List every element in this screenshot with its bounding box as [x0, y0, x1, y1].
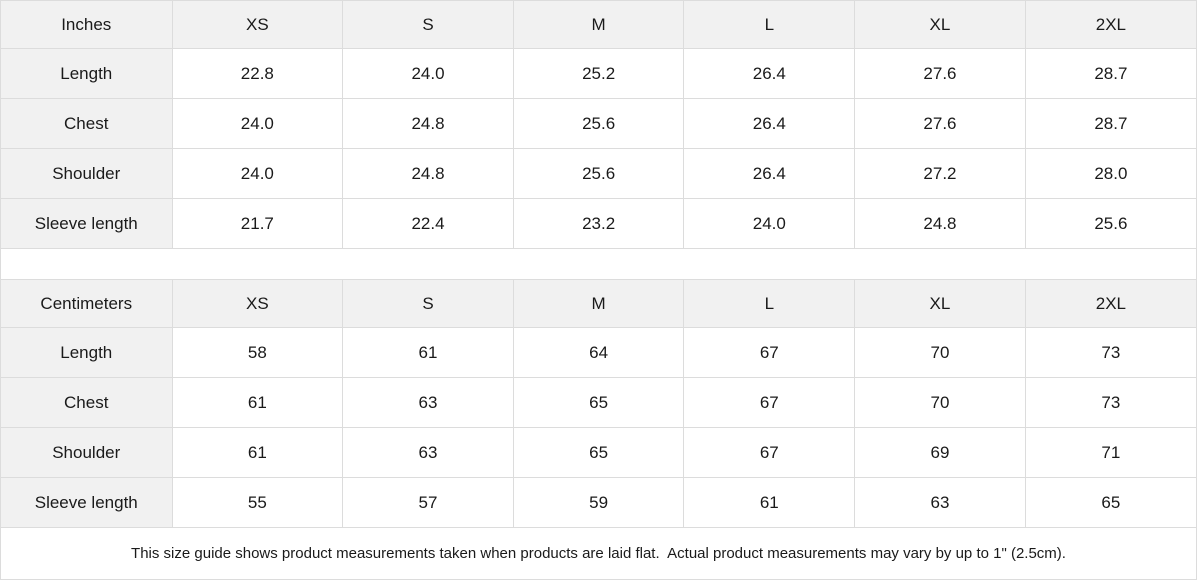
- measurement-value: 24.8: [342, 148, 514, 199]
- table-row-chest: Chest 24.0 24.8 25.6 26.4 27.6 28.7: [1, 98, 1196, 149]
- size-col-header-l: L: [683, 279, 856, 328]
- measurement-value: 61: [171, 377, 344, 428]
- measurement-value: 69: [854, 427, 1026, 478]
- measurement-value: 55: [171, 477, 344, 528]
- size-col-header-2xl: 2XL: [1024, 1, 1196, 49]
- measurement-value: 28.0: [1024, 148, 1196, 199]
- table-row-shoulder: Shoulder 61 63 65 67 69 71: [1, 427, 1196, 478]
- measurement-value: 24.8: [342, 98, 514, 149]
- unit-header-cell: Inches: [1, 1, 173, 49]
- size-col-header-xs: XS: [171, 279, 344, 328]
- measurement-value: 21.7: [171, 198, 344, 249]
- measurement-value: 67: [683, 427, 856, 478]
- measurement-value: 65: [1024, 477, 1196, 528]
- measurement-value: 27.6: [854, 98, 1026, 149]
- size-col-header-2xl: 2XL: [1024, 279, 1196, 328]
- measure-row-label: Sleeve length: [1, 198, 173, 249]
- size-col-header-m: M: [512, 1, 685, 49]
- size-col-header-xs: XS: [171, 1, 344, 49]
- measurement-value: 26.4: [683, 148, 856, 199]
- unit-header-cell: Centimeters: [1, 279, 173, 328]
- size-col-header-xl: XL: [854, 1, 1026, 49]
- measurement-value: 63: [854, 477, 1026, 528]
- table-row-chest: Chest 61 63 65 67 70 73: [1, 377, 1196, 428]
- measurement-value: 24.0: [342, 48, 514, 99]
- measurement-value: 73: [1024, 327, 1196, 378]
- size-col-header-l: L: [683, 1, 856, 49]
- measurement-value: 22.4: [342, 198, 514, 249]
- measurement-value: 28.7: [1024, 48, 1196, 99]
- measure-row-label: Length: [1, 327, 173, 378]
- measurement-value: 67: [683, 377, 856, 428]
- measurement-value: 24.8: [854, 198, 1026, 249]
- measure-row-label: Shoulder: [1, 148, 173, 199]
- size-table-inches: Inches XS S M L XL 2XL Length 22.8 24.0 …: [1, 1, 1196, 249]
- table-row-sleeve-length: Sleeve length 21.7 22.4 23.2 24.0 24.8 2…: [1, 198, 1196, 249]
- measurement-value: 71: [1024, 427, 1196, 478]
- measurement-value: 24.0: [171, 148, 344, 199]
- measurement-value: 65: [512, 427, 685, 478]
- measurement-value: 63: [342, 427, 514, 478]
- size-col-header-s: S: [342, 279, 514, 328]
- measurement-value: 65: [512, 377, 685, 428]
- measurement-value: 61: [171, 427, 344, 478]
- measurement-value: 23.2: [512, 198, 685, 249]
- measurement-value: 22.8: [171, 48, 344, 99]
- measurement-value: 24.0: [683, 198, 856, 249]
- size-guide-disclaimer: This size guide shows product measuremen…: [1, 528, 1196, 579]
- table-row-sleeve-length: Sleeve length 55 57 59 61 63 65: [1, 477, 1196, 528]
- size-table-centimeters: Centimeters XS S M L XL 2XL Length 58 61…: [1, 279, 1196, 528]
- table-row-shoulder: Shoulder 24.0 24.8 25.6 26.4 27.2 28.0: [1, 148, 1196, 199]
- measure-row-label: Shoulder: [1, 427, 173, 478]
- measure-row-label: Length: [1, 48, 173, 99]
- size-col-header-xl: XL: [854, 279, 1026, 328]
- measure-row-label: Sleeve length: [1, 477, 173, 528]
- measurement-value: 73: [1024, 377, 1196, 428]
- table-section-gap: [1, 249, 1196, 279]
- measure-row-label: Chest: [1, 98, 173, 149]
- measurement-value: 59: [512, 477, 685, 528]
- measurement-value: 27.2: [854, 148, 1026, 199]
- measurement-value: 25.6: [512, 98, 685, 149]
- measurement-value: 26.4: [683, 98, 856, 149]
- measurement-value: 64: [512, 327, 685, 378]
- measurement-value: 27.6: [854, 48, 1026, 99]
- measurement-value: 25.6: [512, 148, 685, 199]
- table-header-row: Inches XS S M L XL 2XL: [1, 1, 1196, 49]
- table-row-length: Length 58 61 64 67 70 73: [1, 327, 1196, 378]
- measurement-value: 67: [683, 327, 856, 378]
- measurement-value: 28.7: [1024, 98, 1196, 149]
- table-row-length: Length 22.8 24.0 25.2 26.4 27.6 28.7: [1, 48, 1196, 99]
- measurement-value: 70: [854, 327, 1026, 378]
- measurement-value: 24.0: [171, 98, 344, 149]
- measurement-value: 58: [171, 327, 344, 378]
- measurement-value: 57: [342, 477, 514, 528]
- measurement-value: 26.4: [683, 48, 856, 99]
- measure-row-label: Chest: [1, 377, 173, 428]
- measurement-value: 25.2: [512, 48, 685, 99]
- measurement-value: 25.6: [1024, 198, 1196, 249]
- measurement-value: 70: [854, 377, 1026, 428]
- size-col-header-m: M: [512, 279, 685, 328]
- measurement-value: 63: [342, 377, 514, 428]
- measurement-value: 61: [683, 477, 856, 528]
- table-header-row: Centimeters XS S M L XL 2XL: [1, 279, 1196, 328]
- size-col-header-s: S: [342, 1, 514, 49]
- measurement-value: 61: [342, 327, 514, 378]
